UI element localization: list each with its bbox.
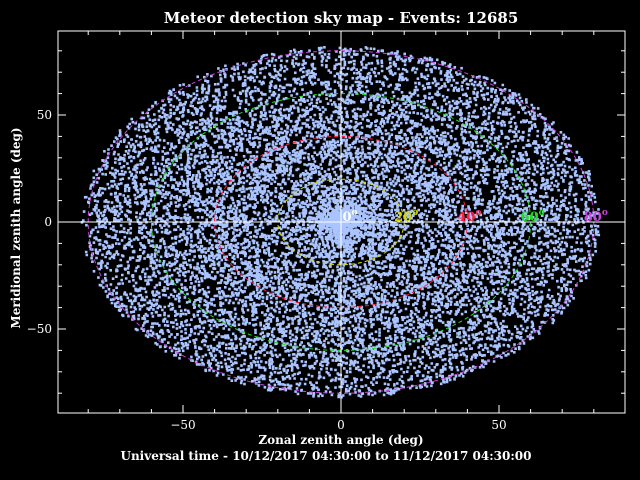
y-axis-label: Meridional zenith angle (deg) (9, 127, 23, 328)
x-tick-label: 0 (337, 418, 345, 432)
ring-label-80: 80o (584, 208, 608, 225)
ring-label-60: 60o (521, 208, 545, 225)
x-axis-label: Zonal zenith angle (deg) (258, 433, 423, 447)
ring-label-0: 0o (342, 208, 357, 225)
y-tick-label: 50 (37, 108, 52, 122)
chart-title: Meteor detection sky map - Events: 12685 (164, 9, 519, 27)
ring-labels: 0o 20o 40o 60o 80o (342, 208, 607, 225)
crosshair-axes (58, 31, 625, 413)
axis-ticks: −50 0 50 −50 0 50 (27, 31, 625, 432)
ring-label-20: 20o (394, 208, 418, 225)
y-tick-label: −50 (27, 322, 52, 336)
y-tick-label: 0 (44, 215, 52, 229)
time-range-subtitle: Universal time - 10/12/2017 04:30:00 to … (120, 449, 531, 463)
x-tick-label: −50 (170, 418, 195, 432)
x-tick-label: 50 (491, 418, 506, 432)
ring-label-40: 40o (457, 208, 481, 225)
